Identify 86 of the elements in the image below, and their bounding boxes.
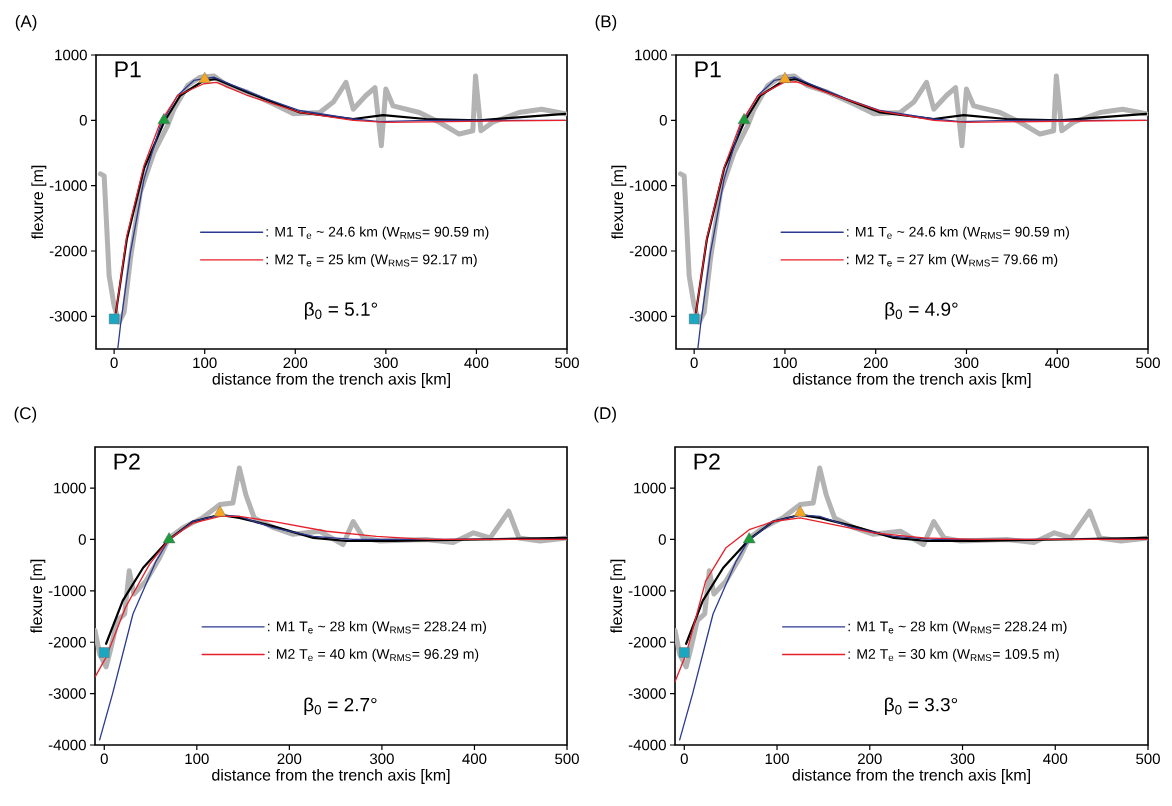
annotation: β$_{0}$ = 5.1° [305,301,378,320]
x-tick-label: 0 [680,753,688,765]
annotation: P2 [694,453,720,470]
legend-label: : M1 T$_{e}$ ~ 28 km (W$_{RMS}$= 228.24 m) [848,621,1067,635]
legend-label: : M1 T$_{e}$ ~ 28 km (W$_{RMS}$= 228.24 m) [268,621,486,635]
x-axis-title: distance from the trench axis [km] [212,372,450,388]
annotation: β$_{0}$ = 4.9° [885,301,958,320]
point [108,313,120,325]
legend-label: : M2 T$_{e}$ = 40 km (W$_{RMS}$= 96.29 m) [268,648,479,662]
y-tick-label: -4000 [628,739,666,751]
x-axis-title: distance from the trench axis [km] [793,372,1031,388]
point [198,71,211,83]
x-tick-label: 200 [277,753,302,765]
legend-label: : M1 T$_{e}$ ~ 24.6 km (W$_{RMS}$= 90.59 m) [847,226,1069,240]
y-tick-label: 0 [659,115,667,126]
x-tick-label: 500 [555,753,579,765]
x-tick-label: 100 [185,753,209,765]
x-tick-label: 100 [193,357,217,369]
point [688,313,700,325]
legend-label: : M2 T$_{e}$ = 25 km (W$_{RMS}$= 92.17 m) [266,254,477,268]
x-tick-label: 300 [954,357,979,369]
point [162,532,176,544]
point [99,647,110,658]
point [157,113,171,125]
y-axis-title: flexure [m] [610,559,626,634]
x-tick-label: 0 [110,357,118,369]
legend-label: : M2 T$_{e}$ = 27 km (W$_{RMS}$= 79.66 m) [847,254,1058,268]
chart-title: (A) [15,14,37,31]
x-tick-label: 100 [765,753,789,765]
point [778,71,792,83]
y-tick-label: 0 [79,115,87,126]
x-tick-label: 300 [369,753,394,765]
legend-label: : M2 T$_{e}$ = 30 km (W$_{RMS}$= 109.5 m) [848,648,1059,662]
x-tick-label: 0 [100,753,108,765]
x-tick-label: 300 [950,753,975,765]
y-tick-label: 1000 [635,49,667,61]
x-tick-label: 0 [690,357,698,369]
x-tick-label: 200 [283,357,308,369]
y-tick-label: -2000 [628,636,666,648]
y-tick-label: -2000 [629,245,667,257]
y-tick-label: -3000 [629,311,667,322]
y-tick-label: 1000 [55,49,87,61]
point [793,505,807,517]
x-tick-label: 400 [1045,357,1070,369]
x-tick-label: 200 [858,753,882,765]
y-tick-label: -3000 [48,688,86,699]
y-tick-label: -3000 [49,311,87,322]
y-tick-label: 1000 [634,482,666,494]
annotation: β$_{0}$ = 2.7° [304,697,377,716]
y-axis-title: flexure [m] [611,165,627,240]
y-tick-label: -1000 [629,180,667,191]
x-tick-label: 400 [464,357,489,369]
y-tick-label: -2000 [48,636,86,648]
x-tick-label: 500 [1136,753,1160,765]
x-tick-label: 300 [373,357,398,369]
annotation: P1 [115,61,141,78]
annotation: P2 [114,453,140,470]
chart-title: (C) [14,406,37,423]
y-tick-label: -3000 [628,688,666,699]
y-tick-label: 1000 [54,482,86,494]
point [213,505,227,517]
x-tick-label: 500 [1136,357,1160,369]
annotation: β$_{0}$ = 3.3° [885,697,958,716]
y-tick-label: -1000 [628,585,666,597]
x-tick-label: 200 [863,357,888,369]
point [737,113,751,125]
annotation: P1 [695,61,721,78]
y-tick-label: -1000 [48,585,86,597]
y-axis-title: flexure [m] [30,559,46,634]
chart-title: (D) [594,406,616,423]
y-tick-label: 0 [658,534,666,545]
x-tick-label: 400 [462,753,487,765]
y-tick-label: -1000 [49,180,87,191]
x-tick-label: 400 [1043,753,1068,765]
y-tick-label: -4000 [48,739,86,751]
y-tick-label: -2000 [49,245,87,257]
y-axis-title: flexure [m] [31,165,47,240]
x-tick-label: 100 [773,357,797,369]
x-axis-title: distance from the trench axis [km] [212,768,450,784]
chart-title: (B) [595,14,617,31]
x-tick-label: 500 [555,357,579,369]
y-tick-label: 0 [78,534,86,545]
point [679,647,690,658]
x-axis-title: distance from the trench axis [km] [792,768,1030,784]
point [742,532,756,544]
legend-label: : M1 T$_{e}$ ~ 24.6 km (W$_{RMS}$= 90.59 m) [266,226,489,240]
